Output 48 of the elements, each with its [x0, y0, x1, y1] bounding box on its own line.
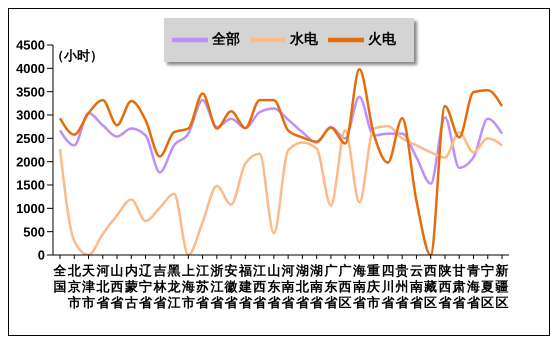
- legend-label: 水电: [290, 30, 318, 47]
- x-tick-label: 四川省: [380, 263, 396, 310]
- y-tick-label: 500: [23, 224, 45, 240]
- y-tick-label: 3500: [16, 84, 45, 100]
- x-tick-label: 甘肃省: [452, 263, 467, 310]
- y-tick-label: 4000: [16, 60, 45, 76]
- x-tick-label: 福建省: [238, 263, 253, 310]
- legend-label: 全部: [212, 30, 240, 47]
- y-tick-label: 0: [38, 248, 45, 263]
- x-tick-label: 河北省: [95, 263, 110, 310]
- x-tick-label: 全国: [52, 263, 68, 294]
- x-tick-label: 青海省: [466, 263, 481, 310]
- legend-label: 火电: [368, 30, 396, 47]
- x-tick-label: 广西区: [338, 263, 352, 310]
- x-tick-label: 湖北省: [294, 263, 310, 310]
- x-tick-label: 云南省: [408, 263, 424, 310]
- x-tick-label: 海南省: [352, 263, 367, 310]
- x-tick-label: 北京市: [66, 263, 82, 310]
- x-tick-label: 山西省: [110, 263, 125, 310]
- x-tick-label: 重庆市: [366, 263, 380, 310]
- line-series: [58, 68, 504, 255]
- x-tick-label: 贵州省: [394, 263, 410, 310]
- x-tick-label: 吉林省: [152, 263, 168, 310]
- x-tick-label: 湖南省: [309, 263, 324, 310]
- x-tick-label: 上海市: [180, 263, 195, 310]
- y-tick-label: 3000: [16, 108, 45, 123]
- x-tick-label: 江苏省: [195, 263, 210, 310]
- x-tick-label: 黑龙江: [166, 263, 182, 310]
- x-tick-label: 新疆区: [494, 263, 508, 310]
- line-series: [58, 124, 504, 255]
- x-tick-label: 安徽省: [224, 263, 239, 310]
- y-tick-label: 1500: [16, 178, 45, 193]
- x-tick-label: 内蒙古: [124, 263, 138, 310]
- x-tick-label: 山东省: [266, 263, 282, 310]
- x-tick-label: 西藏区: [423, 263, 438, 310]
- y-tick-label: 4500: [16, 38, 45, 53]
- y-tick-label: 2000: [16, 154, 45, 170]
- x-tick-label: 陕西省: [437, 263, 452, 310]
- x-tick-label: 江西省: [252, 263, 268, 310]
- x-tick-label: 宁夏区: [480, 263, 494, 310]
- y-tick-label: 2500: [16, 130, 45, 146]
- y-axis-title: （小时）: [51, 48, 103, 64]
- y-tick-label: 1000: [16, 200, 45, 216]
- x-tick-label: 辽宁省: [138, 263, 154, 310]
- x-tick-label: 广东省: [323, 263, 338, 310]
- x-tick-label: 天津市: [81, 263, 96, 310]
- x-tick-label: 河南省: [280, 263, 296, 310]
- x-tick-label: 浙江省: [209, 263, 224, 310]
